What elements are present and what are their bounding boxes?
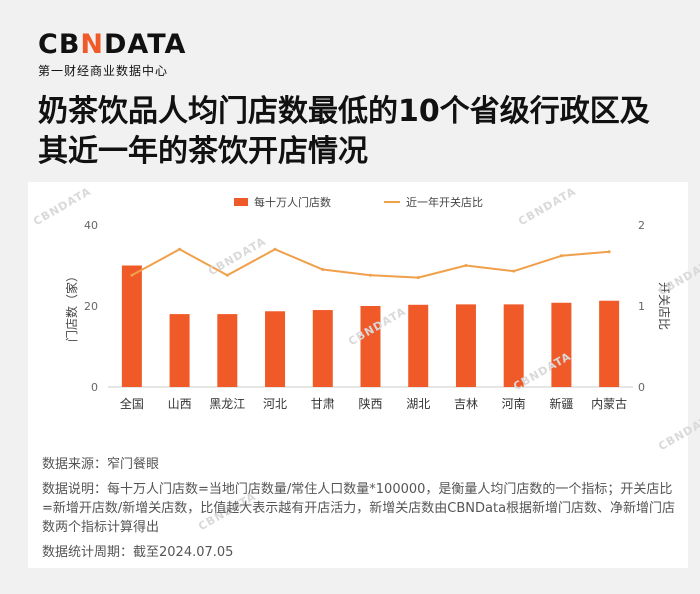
x-tick-label: 山西 — [168, 397, 192, 411]
x-tick-label: 湖北 — [406, 396, 430, 411]
legend-bar-swatch — [234, 198, 248, 206]
bar — [169, 314, 190, 387]
x-tick-label: 黑龙江 — [209, 397, 245, 411]
x-tick-label: 甘肃 — [311, 397, 335, 411]
data-period: 数据统计周期：截至2024.07.05 — [42, 545, 234, 560]
line-point — [416, 276, 420, 280]
logo-wordmark: CBNDATA — [38, 29, 187, 60]
line-point — [178, 247, 182, 251]
x-tick-label: 河南 — [502, 396, 526, 411]
x-tick-label: 内蒙古 — [591, 396, 627, 411]
chart-card: 每十万人门店数 近一年开关店比 0 20 40 0 1 2 门店数（家） 开关店比全国 山西 黑龙江 河… — [28, 182, 688, 568]
y-right-tick-label: 1 — [638, 300, 645, 313]
y-right-tick-label: 2 — [638, 219, 645, 232]
bar — [551, 302, 572, 387]
line-point — [369, 273, 372, 277]
line-point — [559, 254, 563, 258]
bar — [599, 300, 620, 387]
bar — [265, 311, 286, 387]
bar — [503, 304, 524, 387]
data-source: 数据来源：窄门餐眼 — [42, 457, 160, 472]
data-explanation: 数据说明：每十万人门店数=当地门店数量/常住人口数量*100000，是衡量人均门… — [42, 482, 676, 535]
legend-line-label: 近一年开关店比 — [406, 195, 483, 209]
line-point — [225, 273, 229, 277]
y-right-tick-label: 0 — [638, 381, 645, 394]
logo-subtitle: 第一财经商业数据中心 — [38, 64, 169, 78]
line-point — [130, 273, 134, 277]
y-axis-label: 门店数（家） — [64, 270, 79, 342]
x-tick-label: 全国 — [120, 396, 144, 411]
line-point — [273, 247, 277, 251]
brand-logo: CBNDATA 第一财经商业数据中心 — [38, 30, 186, 79]
bar — [455, 304, 476, 387]
line-point — [512, 269, 516, 273]
page-title: 奶茶饮品人均门店数最低的10个省级行政区及其近一年的茶饮开店情况 — [38, 94, 650, 169]
x-tick-label: 河北 — [263, 397, 287, 411]
line-point — [321, 268, 325, 272]
line-point — [464, 264, 468, 267]
bar — [408, 304, 429, 387]
x-tick-label: 新疆 — [549, 396, 573, 411]
bar — [121, 265, 142, 387]
legend-bar-label: 每十万人门店数 — [254, 195, 331, 209]
y-tick-label: 20 — [84, 300, 98, 313]
y-right-axis-label: 开关店比 — [657, 282, 671, 330]
x-tick-label: 吉林 — [454, 397, 478, 411]
bar — [217, 314, 238, 387]
bar — [312, 310, 333, 387]
series-line — [131, 248, 610, 279]
chart-notes: 数据来源：窄门餐眼 数据说明：每十万人门店数=当地门店数量/常住人口数量*100… — [42, 455, 682, 568]
x-tick-label: 陕西 — [358, 396, 382, 411]
y-tick-label: 0 — [91, 381, 98, 394]
bar — [360, 306, 381, 387]
line-point — [607, 250, 611, 254]
y-tick-label: 40 — [84, 219, 98, 232]
